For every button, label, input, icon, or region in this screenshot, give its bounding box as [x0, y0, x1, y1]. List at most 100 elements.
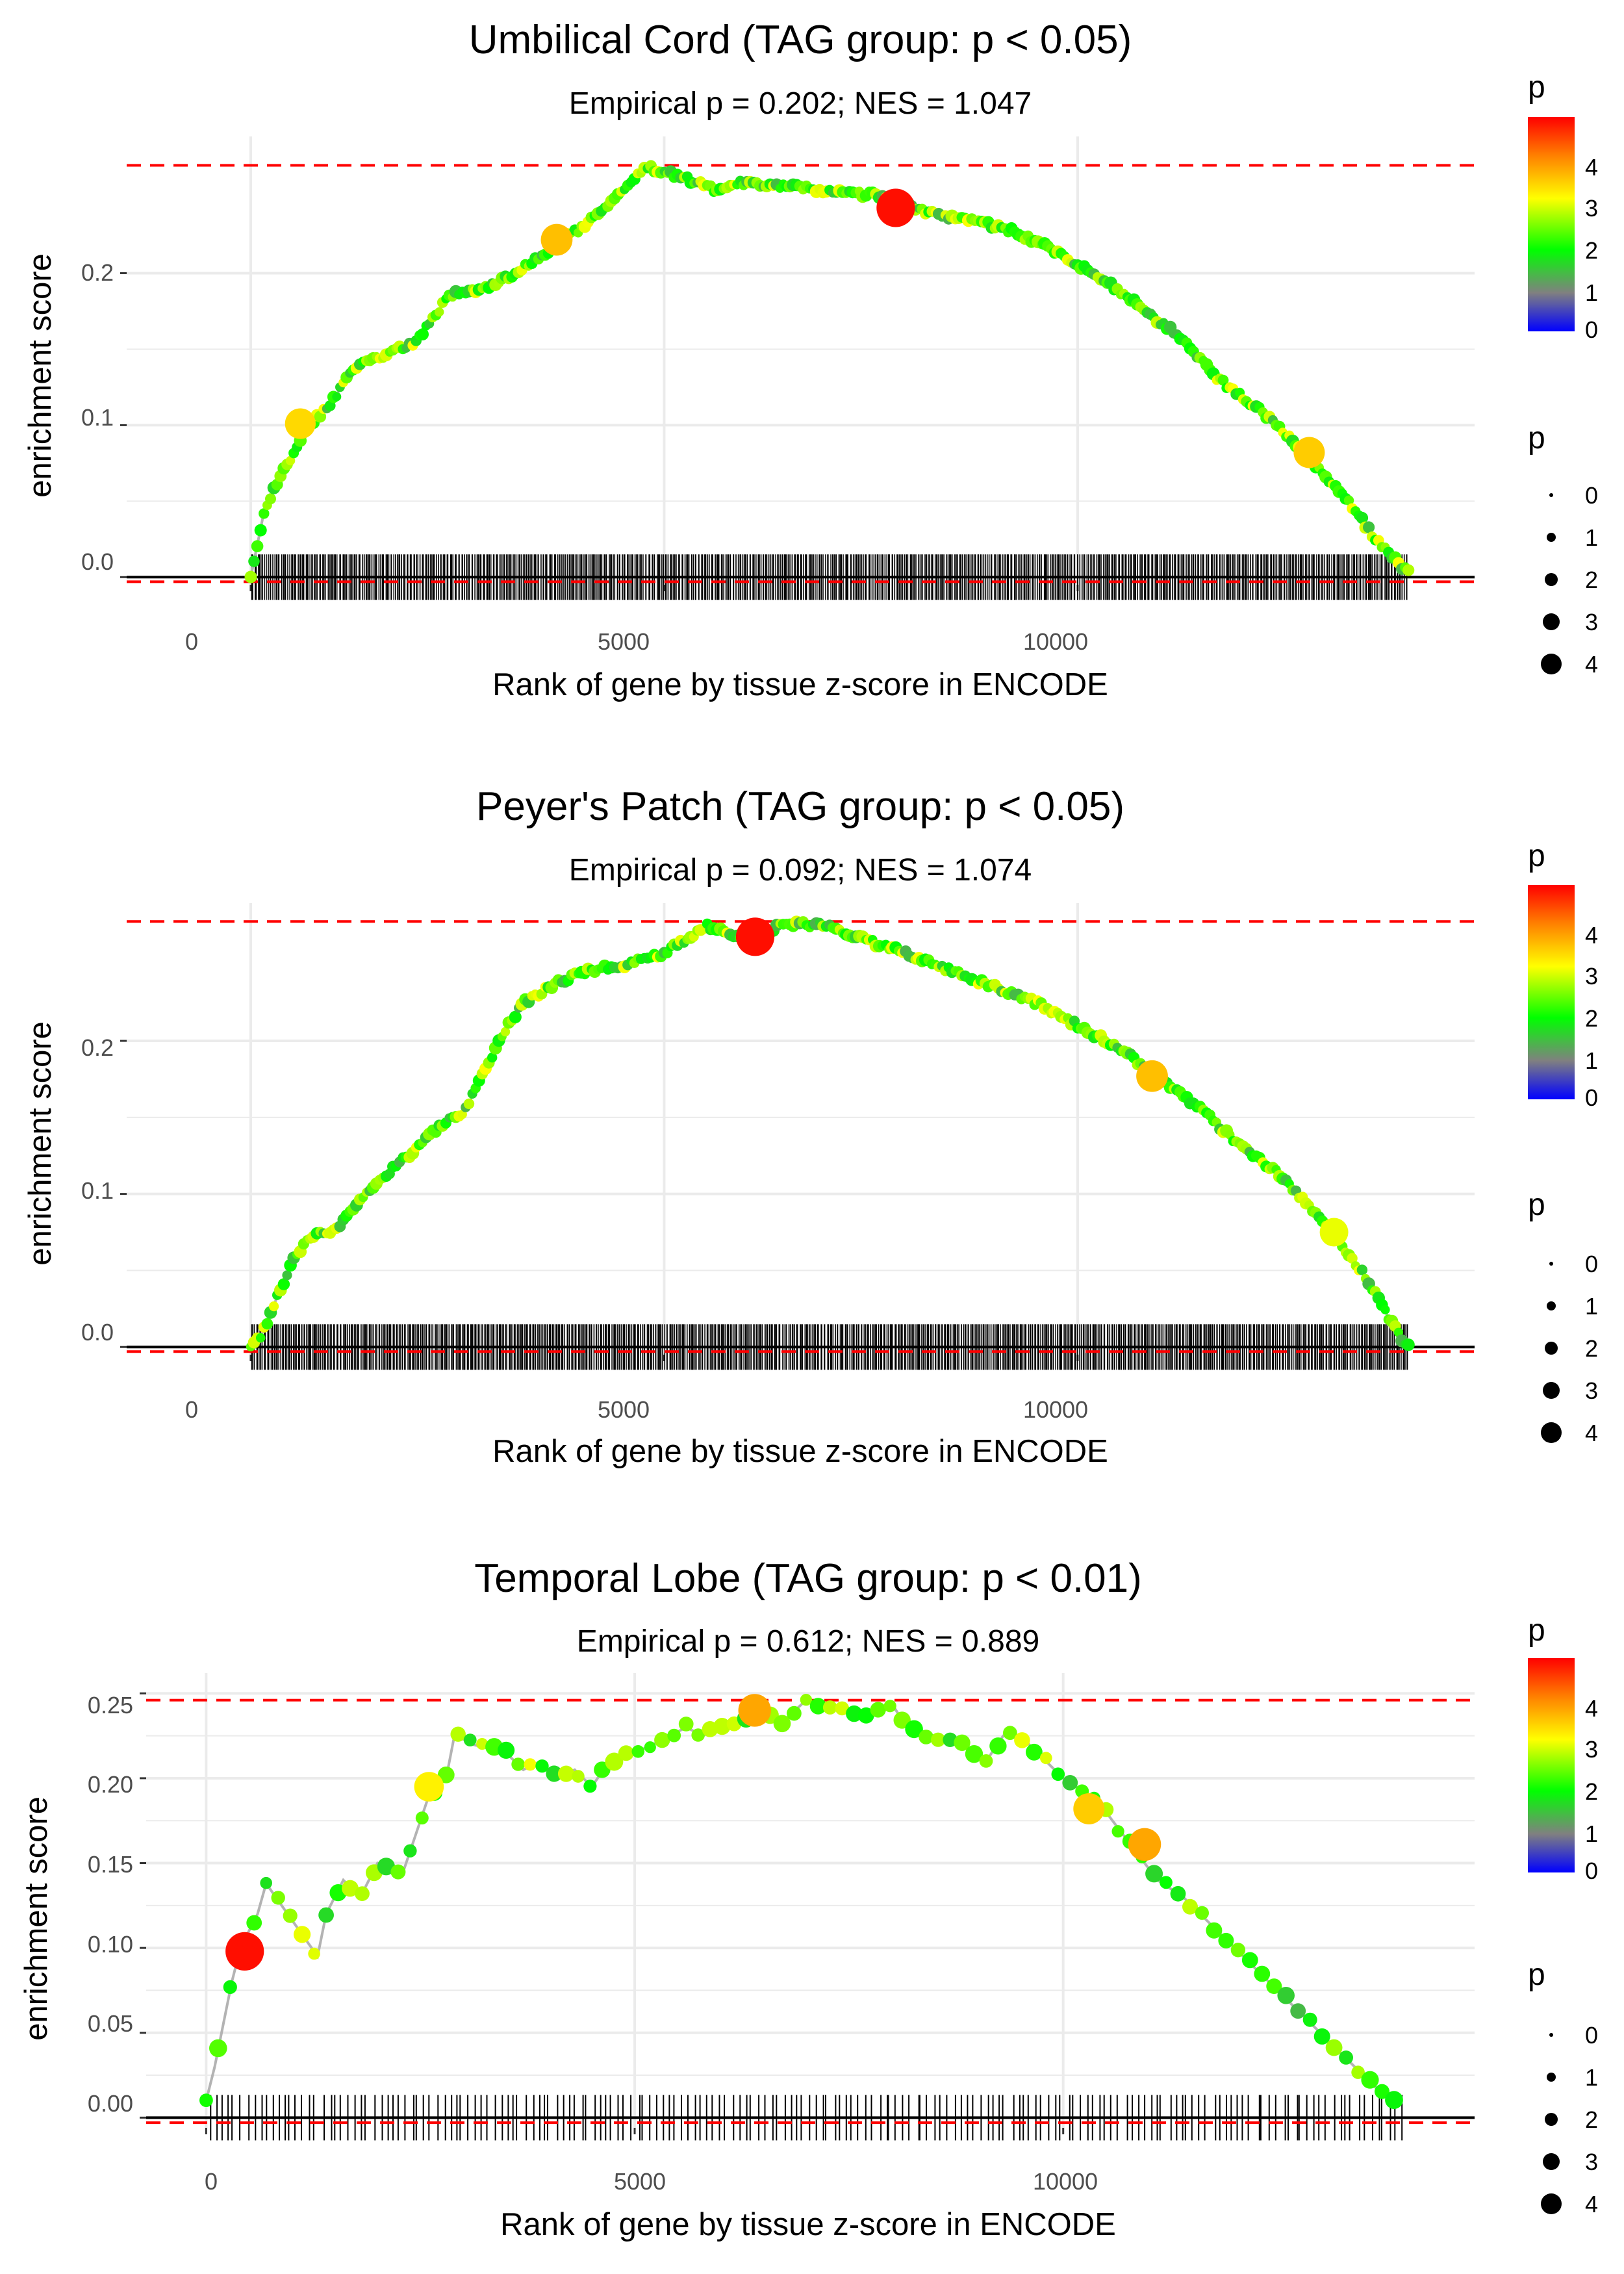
es-point	[285, 455, 296, 466]
es-point	[269, 1301, 279, 1312]
es-point	[943, 1732, 958, 1747]
es-point	[857, 1707, 874, 1724]
running-es-line	[249, 165, 1410, 578]
es-point	[989, 1737, 1007, 1755]
es-point	[223, 1980, 237, 1994]
panel-1-color-legend-label: 1	[1585, 279, 1598, 306]
es-point	[1402, 564, 1415, 576]
es-point	[572, 1770, 585, 1783]
es-point	[1145, 1865, 1163, 1883]
panel-1-size-legend-label: 3	[1585, 609, 1598, 635]
es-point	[583, 1780, 597, 1793]
panel-3-size-legend-label: 3	[1585, 2149, 1598, 2175]
es-point	[1266, 1978, 1282, 1995]
es-point	[1182, 1898, 1198, 1915]
panel-3-color-legend-label: 2	[1585, 1778, 1598, 1805]
es-point	[535, 1759, 549, 1773]
es-point	[1385, 2091, 1403, 2110]
es-point	[463, 1733, 477, 1747]
es-point	[260, 1876, 273, 1889]
panel-3-subtitle: Empirical p = 0.612; NES = 0.889	[577, 1624, 1039, 1659]
es-point	[1402, 1338, 1415, 1351]
panel-3-color-legend-label: 4	[1585, 1695, 1598, 1722]
es-point	[1195, 1906, 1209, 1920]
panel-2-size-legend-label: 4	[1585, 1420, 1598, 1446]
panel-1-x-tick-label: 5000	[598, 628, 650, 655]
panel-1-size-key	[1541, 654, 1562, 674]
panel-1: Umbilical Cord (TAG group: p < 0.05) Emp…	[23, 18, 1598, 702]
es-highlight-point	[738, 1694, 771, 1727]
es-point	[209, 2039, 227, 2058]
es-point	[1339, 2050, 1354, 2065]
panel-1-y-tick-label: 0.1	[81, 404, 114, 431]
es-point	[979, 1754, 993, 1768]
panel-3-size-legend: p 0 1 2 3 4	[1528, 1958, 1598, 2217]
es-point	[1111, 1825, 1124, 1838]
panel-3-color-legend-label: 0	[1585, 1858, 1598, 1884]
es-point	[271, 1891, 285, 1905]
es-point	[450, 1726, 466, 1742]
es-highlight-point	[1293, 437, 1325, 468]
panel-3-color-legend-label: 3	[1585, 1736, 1598, 1763]
panel-1-x-tick-label: 10000	[1023, 628, 1088, 655]
panel-2-size-legend-label: 0	[1585, 1251, 1598, 1277]
panel-1-color-legend: p 0 1 2 3 4	[1528, 70, 1598, 343]
es-point	[390, 1864, 406, 1880]
panel-1-size-legend-label: 1	[1585, 524, 1598, 551]
panel-1-color-bar	[1528, 117, 1575, 331]
panel-3-y-tick-label: 0.20	[88, 1771, 133, 1798]
es-point	[1254, 1965, 1271, 1982]
es-point	[773, 1715, 791, 1733]
es-highlight-point	[540, 224, 573, 256]
panel-2-color-legend: p 0 1 2 3 4	[1528, 839, 1598, 1111]
es-point	[905, 1720, 923, 1739]
panel-3-size-legend-label: 4	[1585, 2191, 1598, 2217]
es-point	[246, 1915, 262, 1931]
es-point	[654, 1731, 670, 1748]
es-point	[244, 570, 257, 583]
es-point	[416, 328, 429, 340]
panel-2-x-axis-title: Rank of gene by tissue z-score in ENCODE	[492, 1434, 1108, 1469]
panel-1-size-legend-label: 4	[1585, 651, 1598, 678]
es-point	[605, 1752, 624, 1771]
panel-3-size-legend-title: p	[1528, 1958, 1545, 1992]
es-point	[435, 307, 444, 317]
panel-2-color-legend-label: 3	[1585, 963, 1598, 990]
panel-1-size-legend: p 0 1 2 3 4	[1528, 421, 1598, 678]
panel-3-color-legend: p 0 1 2 3 4	[1528, 1613, 1598, 1884]
es-point	[713, 1718, 731, 1735]
panel-3-x-tick-labels: 0 5000 10000	[205, 2168, 1098, 2195]
es-point	[870, 1702, 886, 1718]
es-point	[644, 1741, 656, 1754]
es-point	[342, 1880, 359, 1897]
panel-2-x-tick-labels: 0 5000 10000	[185, 1396, 1088, 1423]
panel-3-size-legend-label: 2	[1585, 2106, 1598, 2133]
es-point	[511, 1757, 525, 1771]
panel-2-y-tick-label: 0.1	[81, 1177, 114, 1204]
es-point	[1241, 1952, 1258, 1969]
es-point	[1039, 1752, 1052, 1765]
es-point	[261, 1318, 273, 1330]
panel-3-x-tick-label: 0	[205, 2168, 218, 2195]
es-point	[546, 1765, 563, 1782]
es-point	[893, 1711, 911, 1729]
panel-2-title: Peyer's Patch (TAG group: p < 0.05)	[476, 784, 1124, 829]
es-point	[1347, 1253, 1358, 1264]
panel-2-color-legend-label: 0	[1585, 1084, 1598, 1111]
es-point	[800, 1694, 813, 1706]
es-point	[254, 524, 267, 537]
es-highlight-point	[1073, 1793, 1105, 1824]
es-point	[919, 1730, 933, 1744]
es-point	[251, 540, 264, 552]
panel-3-plot-area	[140, 1673, 1475, 2141]
panel-3-y-tick-label: 0.05	[88, 2010, 133, 2037]
es-point	[1302, 2012, 1317, 2027]
panel-2-color-legend-label: 4	[1585, 922, 1598, 949]
panel-1-size-legend-label: 0	[1585, 482, 1598, 509]
panel-3-color-legend-title: p	[1528, 1613, 1545, 1648]
es-point	[1003, 1726, 1017, 1741]
panel-2-color-legend-title: p	[1528, 839, 1545, 873]
es-point	[355, 1886, 370, 1902]
panel-2-size-legend-label: 3	[1585, 1377, 1598, 1404]
es-point	[1356, 511, 1369, 524]
